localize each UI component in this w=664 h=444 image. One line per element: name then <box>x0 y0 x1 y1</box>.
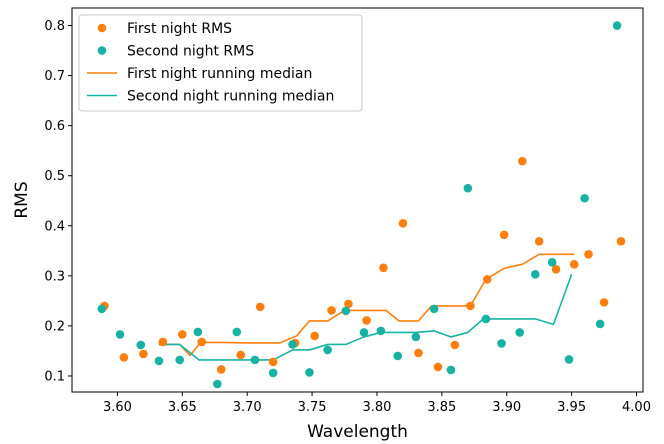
scatter-point <box>97 304 107 314</box>
scatter-point <box>236 350 246 360</box>
y-tick-label: 0.6 <box>44 119 65 134</box>
scatter-point <box>341 306 351 316</box>
scatter-point <box>323 345 332 355</box>
scatter-point <box>584 250 593 259</box>
scatter-point <box>515 328 525 337</box>
legend-entry-label: Second night RMS <box>127 44 254 60</box>
scatter-point <box>499 230 509 240</box>
legend-entry-label: Second night running median <box>127 89 334 105</box>
scatter-point <box>414 348 423 358</box>
legend-entry-label: First night running median <box>127 66 312 82</box>
scatter-point <box>362 316 371 325</box>
scatter-point <box>115 330 125 339</box>
legend-entry-label: First night RMS <box>127 21 232 37</box>
median-line-2 <box>158 253 575 357</box>
scatter-point <box>599 298 609 307</box>
scatter-point <box>433 362 443 372</box>
x-tick-label: 3.85 <box>427 400 456 415</box>
scatter-point <box>466 301 475 311</box>
legend: First night RMS Second night RMS First nig… <box>78 14 363 112</box>
x-axis-ticks: 3.60 3.65 3.70 3.75 3.80 3.85 3.90 3.95 4.00 <box>103 392 651 415</box>
y-axis-label: RMS <box>12 181 32 218</box>
scatter-point <box>569 260 579 269</box>
x-tick-label: 3.70 <box>233 400 262 415</box>
scatter-point <box>564 355 574 364</box>
scatter-point <box>398 218 408 228</box>
y-tick-label: 0.2 <box>44 319 65 334</box>
y-tick-label: 0.1 <box>44 369 65 384</box>
scatter-point <box>393 351 403 361</box>
scatter-point <box>310 331 319 341</box>
scatter-point <box>193 327 203 337</box>
scatter-point <box>288 340 297 349</box>
scatter-point <box>518 156 527 166</box>
x-tick-label: 3.90 <box>492 400 521 415</box>
scatter-point <box>232 327 242 337</box>
scatter-point <box>482 275 492 284</box>
scatter-point <box>612 21 622 30</box>
scatter-point <box>139 349 148 359</box>
legend-box <box>78 14 363 112</box>
scatter-point <box>429 304 439 314</box>
scatter-point <box>136 340 146 350</box>
scatter-point <box>534 237 544 246</box>
y-tick-label: 0.3 <box>44 269 65 284</box>
x-tick-label: 3.75 <box>298 400 327 415</box>
scatter-point <box>547 258 557 267</box>
x-tick-label: 3.60 <box>103 400 132 415</box>
x-tick-label: 3.95 <box>557 400 586 415</box>
scatter-point <box>175 355 185 365</box>
median-lines-group <box>158 253 575 361</box>
scatter-point <box>268 357 278 367</box>
scatter-point <box>119 353 129 362</box>
scatter-point <box>213 379 222 389</box>
scatter-point <box>197 337 207 347</box>
x-tick-label: 3.65 <box>168 400 197 415</box>
scatter-points-group <box>97 21 626 389</box>
scatter-point <box>551 265 561 274</box>
scatter-point <box>305 368 314 377</box>
y-tick-label: 0.5 <box>44 169 65 184</box>
scatter-point <box>450 340 460 350</box>
legend-swatch-marker <box>97 46 107 55</box>
scatter-point <box>411 332 421 342</box>
scatter-point <box>376 326 386 336</box>
scatter-point <box>616 237 626 246</box>
plot-frame <box>71 7 644 393</box>
x-axis-label: Wavelength <box>307 422 408 442</box>
x-tick-label: 4.00 <box>622 400 651 415</box>
scatter-point <box>327 306 336 315</box>
scatter-point <box>216 365 226 374</box>
scatter-point <box>255 302 265 312</box>
scatter-point <box>154 356 164 366</box>
scatter-point <box>580 193 589 203</box>
scatter-point <box>481 314 491 324</box>
scatter-point <box>158 337 168 347</box>
scatter-point <box>178 330 187 339</box>
scatter-point <box>446 365 456 375</box>
legend-swatch-marker <box>97 23 107 33</box>
x-tick-label: 3.80 <box>362 400 391 415</box>
y-tick-label: 0.7 <box>44 69 65 84</box>
scatter-point <box>497 339 506 348</box>
scatter-point <box>344 299 353 309</box>
scatter-point <box>250 355 260 365</box>
scatter-point <box>595 319 605 329</box>
y-tick-label: 0.4 <box>44 219 65 234</box>
scatter-point <box>359 328 369 337</box>
scatter-point <box>530 270 540 279</box>
scatter-point <box>379 263 388 273</box>
scatter-point <box>268 368 278 378</box>
scatter-point <box>463 183 473 193</box>
y-tick-label: 0.8 <box>44 19 65 34</box>
y-axis-ticks: 0.1 0.2 0.3 0.4 0.5 0.6 0.7 0.8 <box>44 19 72 384</box>
